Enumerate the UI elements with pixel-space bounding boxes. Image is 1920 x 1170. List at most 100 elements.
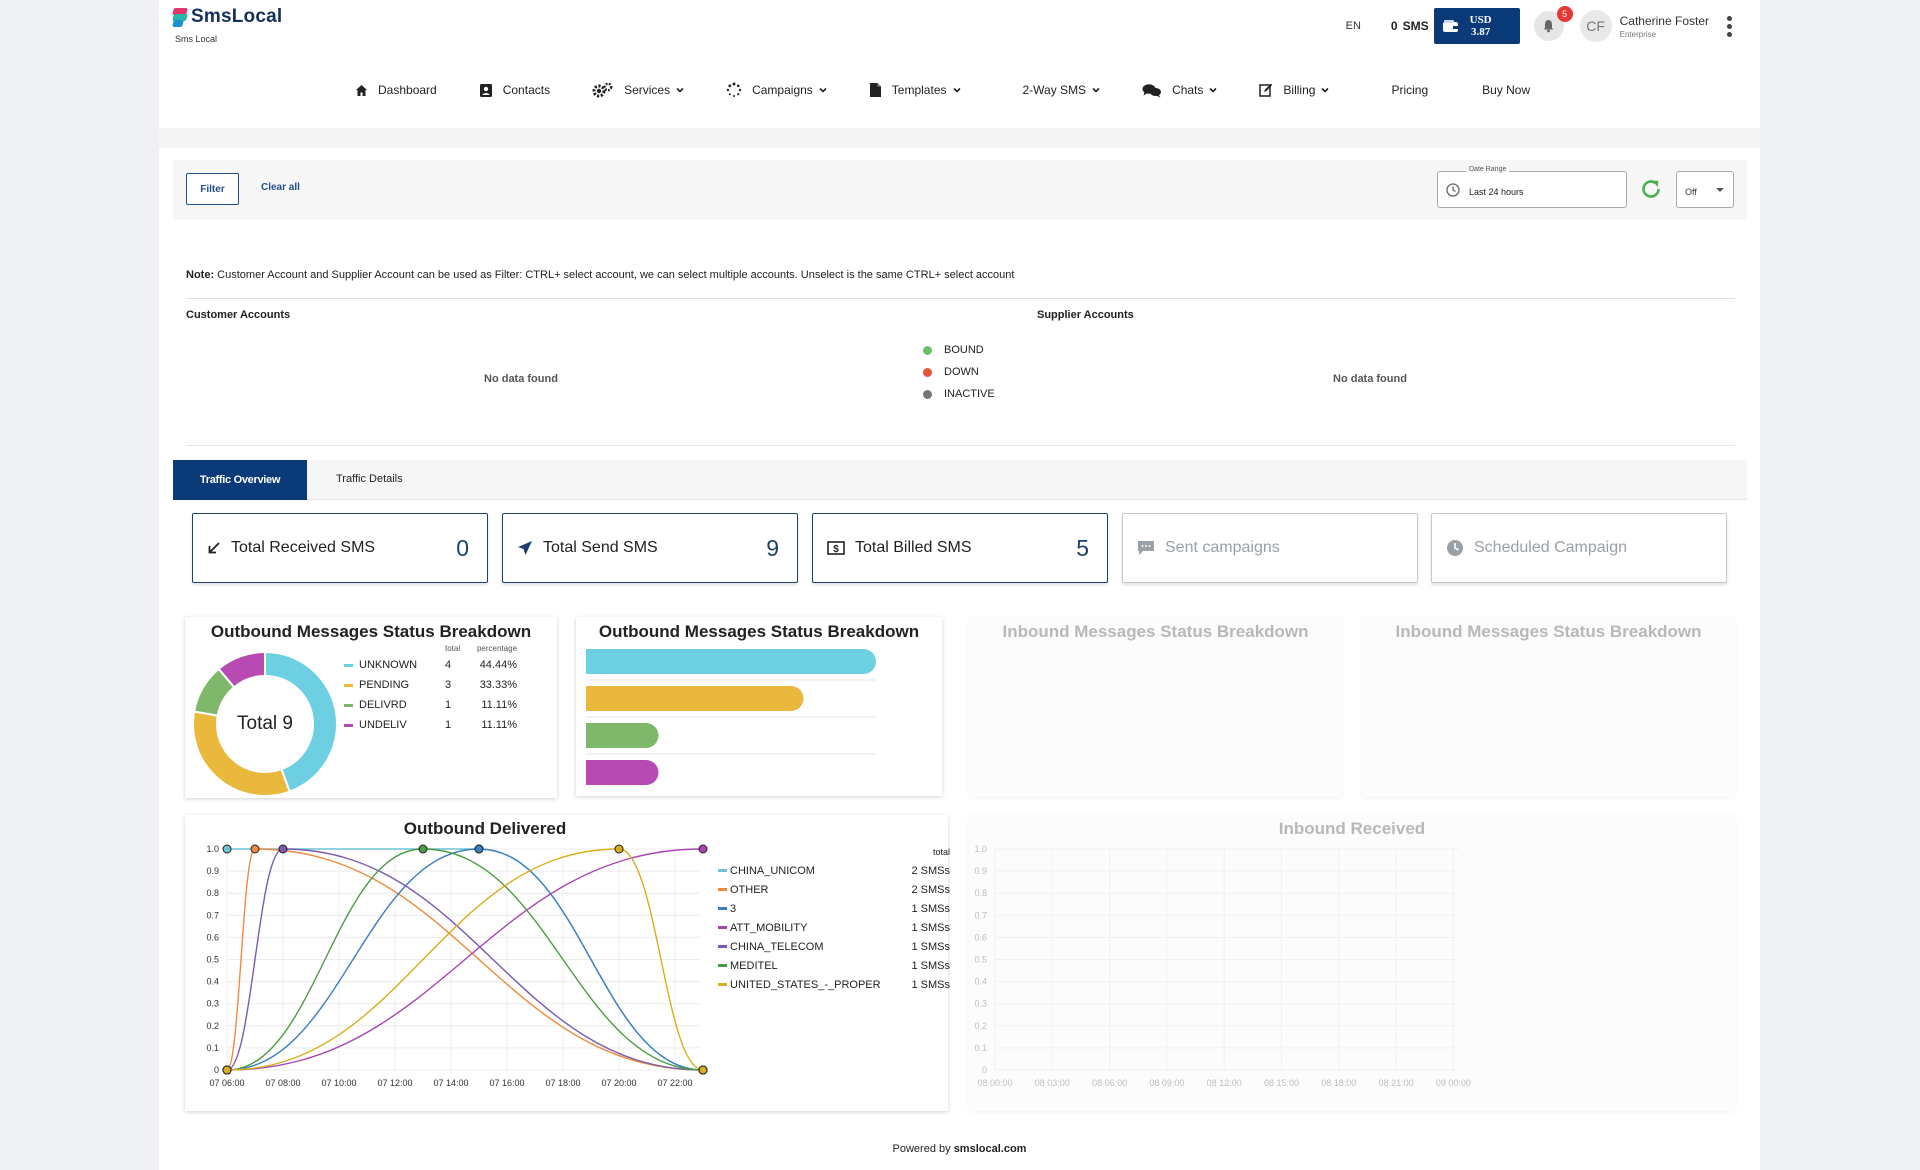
nav-contacts[interactable]: Contacts (479, 83, 550, 98)
series-point[interactable] (698, 1065, 708, 1075)
card-value: 5 (1076, 534, 1089, 561)
refresh-icon[interactable] (1639, 177, 1663, 201)
clear-all-button[interactable]: Clear all (261, 182, 300, 193)
legend-label: OTHER (730, 883, 769, 896)
legend-percentage: 11.11% (481, 719, 517, 731)
delivered-legend-item[interactable]: CHINA_TELECOM 1 SMSs (718, 937, 950, 956)
nav-chats[interactable]: Chats (1142, 83, 1217, 98)
series-point[interactable] (698, 844, 708, 854)
language-selector[interactable]: EN (1345, 20, 1361, 32)
donut-legend-item[interactable]: DELIVRD 1 11.11% (344, 695, 517, 715)
series-point[interactable] (222, 844, 232, 854)
x-tick-label: 07 14:00 (433, 1078, 468, 1088)
chevron-down-icon (1092, 87, 1100, 93)
series-point[interactable] (614, 844, 624, 854)
donut-legend-item[interactable]: UNKNOWN 4 44.44% (344, 655, 517, 675)
donut-legend: total percentage UNKNOWN 4 44.44% PENDING 3 3… (344, 644, 517, 735)
wallet-button[interactable]: USD 3.87 (1433, 8, 1520, 44)
x-tick-label: 08 12:00 (1207, 1078, 1242, 1088)
user-role: Enterprise (1619, 29, 1657, 39)
status-dot (923, 389, 932, 399)
y-tick-label: 0.7 (206, 910, 219, 920)
tab-traffic-overview[interactable]: Traffic Overview (173, 460, 307, 500)
y-tick-label: 0.2 (206, 1021, 219, 1031)
card-total-send[interactable]: Total Send SMS 9 (502, 513, 798, 583)
series-point[interactable] (418, 844, 428, 854)
delivered-legend-item[interactable]: OTHER 2 SMSs (718, 880, 950, 899)
notifications-button[interactable]: 5 (1533, 6, 1573, 41)
series-line-att_mobility[interactable] (226, 848, 704, 1071)
card-total-received[interactable]: Total Received SMS 0 (192, 513, 488, 583)
delivered-legend-item[interactable]: UNITED_STATES_-_PROPER 1 SMSs (718, 975, 950, 994)
y-tick-label: 0.9 (206, 866, 219, 876)
series-line-china_telecom[interactable] (226, 848, 704, 1071)
series-line-other[interactable] (226, 848, 704, 1071)
divider (186, 298, 1735, 299)
user-menu[interactable]: Catherine Foster Enterprise (1620, 14, 1709, 39)
donut-slice-undeliv[interactable] (217, 650, 266, 689)
gears-icon (592, 82, 613, 98)
chevron-down-icon (1209, 87, 1217, 93)
card-scheduled-campaign[interactable]: Scheduled Campaign (1431, 513, 1727, 583)
bar-cap-delivrd (586, 723, 611, 748)
card-total-billed[interactable]: $ Total Billed SMS 5 (812, 513, 1108, 583)
legend-label: CHINA_TELECOM (730, 940, 824, 953)
nav-label: Buy Now (1482, 83, 1531, 97)
series-point[interactable] (250, 844, 260, 854)
donut-legend-item[interactable]: UNDELIV 1 11.11% (344, 715, 517, 735)
nav-label: Pricing (1391, 83, 1429, 97)
nav-pricing[interactable]: Pricing (1391, 83, 1428, 97)
donut-chart: Total 9 (192, 650, 338, 797)
series-line-united_states_-_proper[interactable] (226, 848, 704, 1071)
legend-label: DELIVRD (359, 699, 407, 711)
more-menu-icon[interactable] (1727, 15, 1732, 37)
x-tick-label: 07 18:00 (545, 1078, 580, 1088)
panel-title: Inbound Messages Status Breakdown (1395, 622, 1702, 641)
traffic-tabs: Traffic Overview Traffic Details (173, 460, 1747, 500)
delivered-legend-item[interactable]: 3 1 SMSs (718, 899, 950, 918)
y-tick-label: 0.6 (206, 932, 219, 942)
series-point[interactable] (278, 844, 288, 854)
note-prefix: Note: (186, 269, 215, 281)
filter-button[interactable]: Filter (186, 173, 239, 205)
brand-logo[interactable]: SmsLocal Sms Local (172, 6, 282, 44)
y-tick-label: 0 (214, 1065, 219, 1075)
line-chart: 0 0.1 0.2 0.3 0.4 0.5 0.6 0.7 0.8 0.9 1.0 07 06:00 0… (206, 844, 708, 1088)
auto-refresh-select[interactable]: Off (1676, 171, 1734, 208)
nav-billing[interactable]: Billing (1259, 83, 1330, 97)
y-tick-label: 0.4 (974, 977, 987, 987)
legend-percentage: 44.44% (479, 659, 517, 671)
nav-campaigns[interactable]: Campaigns (726, 82, 827, 98)
legend-label: ATT_MOBILITY (730, 921, 808, 934)
legend-total: 1 SMSs (911, 940, 950, 953)
nav-dashboard[interactable]: Dashboard (355, 83, 437, 97)
chevron-down-icon (1321, 87, 1330, 93)
bar-unknown[interactable] (586, 649, 876, 674)
card-sent-campaigns[interactable]: Sent campaigns (1122, 513, 1418, 583)
dollar-bill-icon: $ (827, 541, 845, 555)
delivered-legend-item[interactable]: CHINA_UNICOM 2 SMSs (718, 861, 950, 880)
nav-templates[interactable]: Templates (869, 82, 961, 98)
legend-label: UNDELIV (359, 719, 407, 731)
donut-legend-item[interactable]: PENDING 3 33.33% (344, 675, 517, 695)
donut-slice-unknown[interactable] (264, 650, 338, 793)
series-point[interactable] (222, 1065, 232, 1075)
outbound-status-bar-panel: Outbound Messages Status Breakdown (576, 617, 942, 796)
y-tick-label: 0.3 (974, 999, 987, 1009)
footer-brand-link[interactable]: smslocal.com (953, 1143, 1027, 1155)
legend-label: DOWN (944, 366, 979, 378)
legend-swatch (344, 703, 353, 707)
series-point[interactable] (474, 844, 484, 854)
nav-buy-now[interactable]: Buy Now (1482, 83, 1530, 97)
filter-note: Note: Customer Account and Supplier Acco… (186, 269, 1014, 281)
delivered-legend-item[interactable]: ATT_MOBILITY 1 SMSs (718, 918, 950, 937)
tab-traffic-details[interactable]: Traffic Details (336, 473, 403, 485)
avatar[interactable]: CF (1579, 10, 1612, 42)
legend-total: 1 SMSs (911, 902, 950, 915)
nav-services[interactable]: Services (592, 82, 684, 98)
bar-pending[interactable] (586, 686, 804, 711)
inbound-status-panel-2: Inbound Messages Status Breakdown (1362, 617, 1735, 797)
date-range-field[interactable]: Date Range Last 24 hours (1437, 166, 1627, 208)
delivered-legend-item[interactable]: MEDITEL 1 SMSs (718, 956, 950, 975)
nav-2way-sms[interactable]: 2-Way SMS (1023, 83, 1101, 97)
